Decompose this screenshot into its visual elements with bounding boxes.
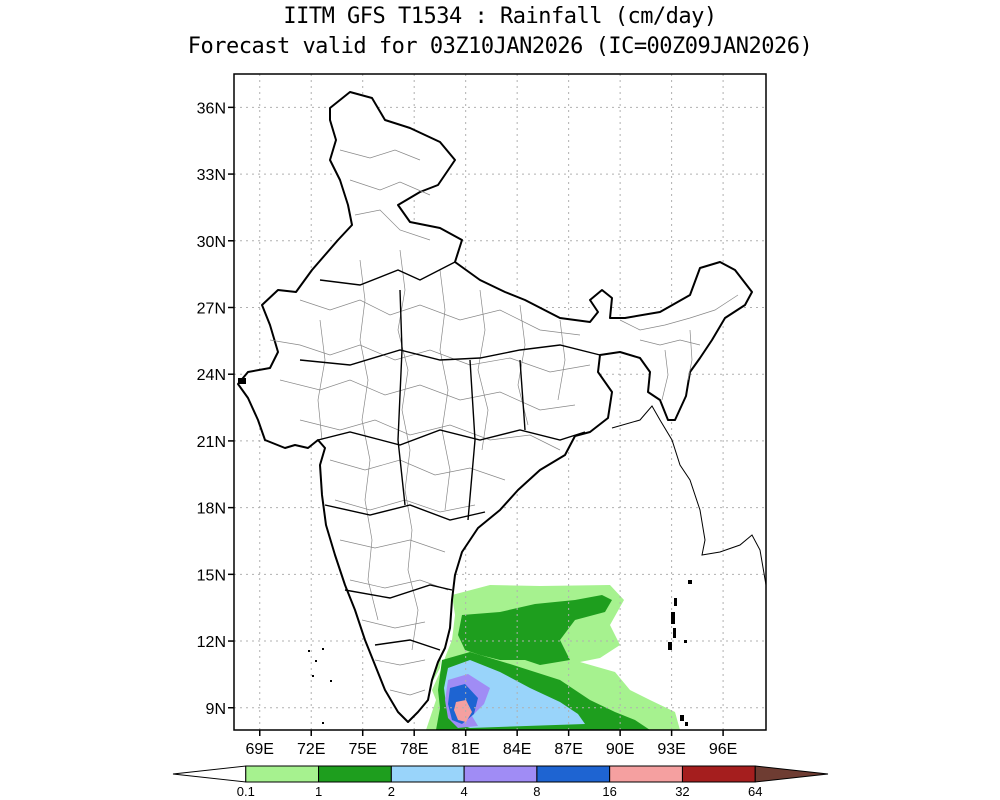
plot-frame xyxy=(233,73,767,731)
colorbar-segment xyxy=(681,765,756,783)
colorbar-label: 4 xyxy=(460,784,467,799)
coastline-east xyxy=(611,405,766,586)
lat-tick-label: 9N xyxy=(206,701,226,718)
colorbar-label: 8 xyxy=(533,784,540,799)
lon-tick-label: 69E xyxy=(246,741,274,758)
lon-tick-label: 93E xyxy=(657,741,685,758)
lon-tick-label: 96E xyxy=(709,741,737,758)
colorbar-label: 0.1 xyxy=(237,784,255,799)
colorbar-low-triangle xyxy=(172,765,247,783)
lat-tick-label: 15N xyxy=(197,567,226,584)
lon-tick-label: 78E xyxy=(400,741,428,758)
colorbar-label: 64 xyxy=(748,784,762,799)
lat-tick-label: 27N xyxy=(197,300,226,317)
colorbar-label: 16 xyxy=(602,784,616,799)
lat-tick-label: 30N xyxy=(197,234,226,251)
colorbar-segment xyxy=(463,765,538,783)
lat-tick-label: 18N xyxy=(197,501,226,518)
colorbar-segment xyxy=(318,765,392,783)
lat-tick-label: 12N xyxy=(197,634,226,651)
lat-tick-label: 24N xyxy=(197,367,226,384)
lon-tick-label: 75E xyxy=(348,741,376,758)
rain-contour-1 xyxy=(458,595,612,665)
colorbar-label: 1 xyxy=(315,784,322,799)
lat-tick-label: 36N xyxy=(197,100,226,117)
colorbar-segment xyxy=(609,765,683,783)
rainfall-shading xyxy=(396,585,680,730)
lon-tick-label: 84E xyxy=(503,741,531,758)
lat-tick-label: 21N xyxy=(197,434,226,451)
colorbar-segment xyxy=(390,765,465,783)
colorbar-label: 32 xyxy=(675,784,689,799)
islands xyxy=(238,378,692,726)
map-title: IITM GFS T1534 : Rainfall (cm/day) xyxy=(283,4,717,29)
country-boundary xyxy=(237,91,753,723)
lon-tick-label: 87E xyxy=(554,741,582,758)
colorbar: 0.1 1 2 4 8 16 32 64 xyxy=(172,765,829,799)
lat-tick-label: 33N xyxy=(197,167,226,184)
colorbar-high-triangle xyxy=(754,765,829,783)
lon-tick-label: 90E xyxy=(606,741,634,758)
colorbar-segment xyxy=(536,765,611,783)
rain-contour-16 xyxy=(454,700,472,722)
state-boundaries xyxy=(299,261,601,651)
lon-tick-label: 81E xyxy=(451,741,479,758)
lon-tick-label: 72E xyxy=(297,741,325,758)
colorbar-segment xyxy=(245,765,320,783)
map-subtitle: Forecast valid for 03Z10JAN2026 (IC=00Z0… xyxy=(187,34,813,59)
lon-axis: 69E 72E 75E 78E 81E 84E 87E 90E 93E 96E xyxy=(246,730,737,758)
rain-contour-2 xyxy=(444,660,585,728)
colorbar-label: 2 xyxy=(388,784,395,799)
lat-axis: 9N 12N 15N 18N 21N 24N 27N 30N 33N 36N xyxy=(197,100,234,718)
